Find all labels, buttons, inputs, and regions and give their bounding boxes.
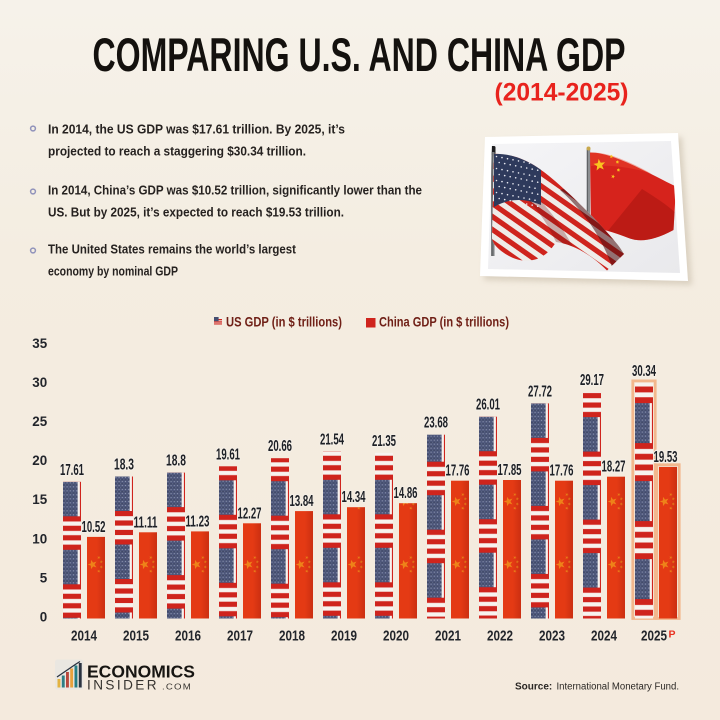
svg-text:0: 0 [40,609,47,624]
svg-text:27.72: 27.72 [528,383,552,400]
svg-text:26.01: 26.01 [476,397,500,414]
svg-text:12.27: 12.27 [238,505,262,522]
svg-text:19.61: 19.61 [216,446,240,463]
svg-text:19.53: 19.53 [654,449,678,466]
svg-text:2020: 2020 [383,629,409,645]
svg-text:20.66: 20.66 [268,438,292,455]
svg-text:2015: 2015 [123,629,149,645]
svg-text:In 2014, the US GDP was $17.61: In 2014, the US GDP was $17.61 trillion.… [48,122,345,137]
svg-text:25: 25 [32,414,47,429]
svg-text:COMPARING U.S. AND CHINA GDP: COMPARING U.S. AND CHINA GDP [93,28,626,81]
svg-text:US GDP (in $ trillions): US GDP (in $ trillions) [226,315,342,330]
svg-text:14.34: 14.34 [342,489,366,506]
svg-text:15: 15 [32,492,47,507]
svg-text:2018: 2018 [279,629,305,645]
svg-text:Source:: Source: [515,682,552,693]
svg-text:The United States remains the: The United States remains the world’s la… [48,242,297,257]
svg-text:2022: 2022 [487,629,513,645]
svg-text:23.68: 23.68 [424,415,448,432]
svg-text:11.23: 11.23 [186,513,210,530]
svg-text:20: 20 [32,453,47,468]
svg-text:2016: 2016 [175,629,201,645]
svg-text:(2014-2025): (2014-2025) [495,79,629,107]
svg-text:In 2014, China’s GDP was $10.5: In 2014, China’s GDP was $10.52 trillion… [48,183,422,198]
svg-text:INSIDER: INSIDER [87,677,159,693]
svg-text:29.17: 29.17 [580,372,604,389]
svg-text:21.35: 21.35 [372,433,396,450]
svg-text:2021: 2021 [435,629,461,645]
svg-text:21.54: 21.54 [320,431,344,448]
svg-text:China GDP (in $ trillions): China GDP (in $ trillions) [379,315,509,330]
svg-text:10: 10 [32,531,47,546]
svg-text:30.34: 30.34 [632,363,656,380]
svg-text:US. But by 2025, it’s expected: US. But by 2025, it’s expected to reach … [48,205,344,220]
svg-text:.COM: .COM [162,683,192,692]
svg-text:P: P [669,629,676,641]
svg-text:2017: 2017 [227,629,253,645]
svg-text:2014: 2014 [71,629,98,645]
svg-text:projected to reach a staggerin: projected to reach a staggering $30.34 t… [48,144,306,159]
svg-text:18.27: 18.27 [602,459,626,476]
svg-text:14.86: 14.86 [394,485,418,502]
svg-text:2019: 2019 [331,629,357,645]
svg-text:economy by nominal GDP: economy by nominal GDP [48,264,178,279]
svg-text:17.76: 17.76 [446,463,470,480]
svg-text:18.3: 18.3 [114,457,134,474]
svg-text:5: 5 [40,570,48,585]
svg-text:35: 35 [32,336,47,351]
svg-text:2024: 2024 [591,629,618,645]
svg-text:International Monetary Fund.: International Monetary Fund. [557,682,680,693]
svg-text:ECONOMICS: ECONOMICS [87,662,195,682]
svg-text:30: 30 [32,375,47,390]
svg-text:18.8: 18.8 [166,453,186,470]
svg-text:17.85: 17.85 [498,462,522,479]
svg-text:17.61: 17.61 [60,462,84,479]
svg-text:2025: 2025 [641,629,667,645]
svg-text:13.84: 13.84 [290,493,314,510]
svg-text:11.11: 11.11 [134,514,158,531]
svg-text:17.76: 17.76 [550,463,574,480]
svg-text:10.52: 10.52 [82,519,106,536]
svg-text:2023: 2023 [539,629,565,645]
